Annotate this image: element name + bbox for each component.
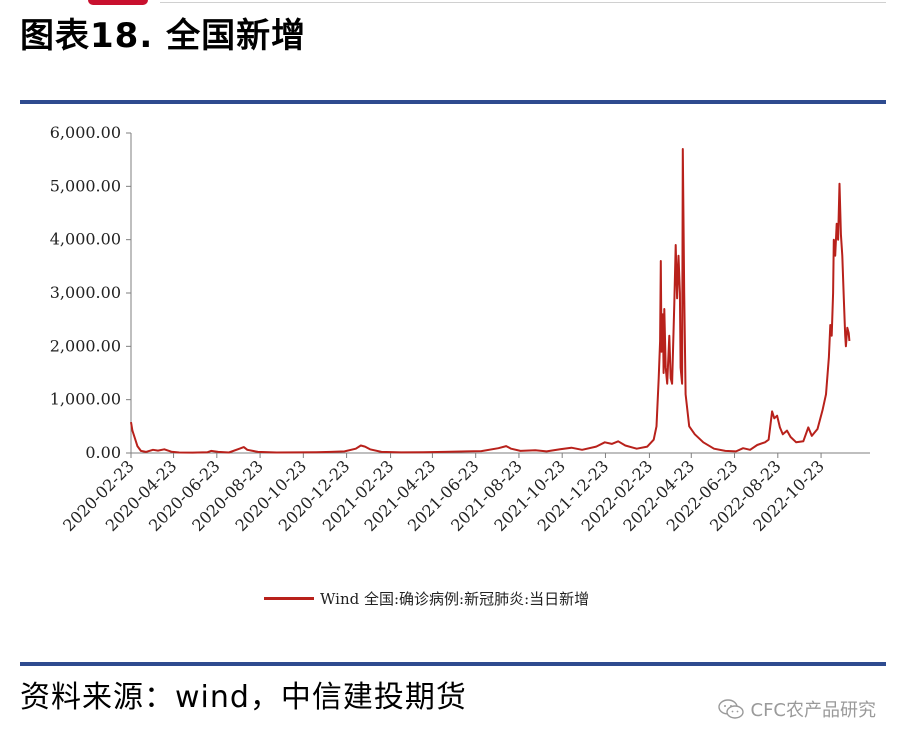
legend[interactable]: Wind 全国:确诊病例:新冠肺炎:当日新增 <box>264 588 589 609</box>
wechat-icon <box>717 699 744 719</box>
y-tick-label: 1,000.00 <box>50 390 121 409</box>
series-line <box>130 148 851 454</box>
y-tick-label: 0.00 <box>85 443 121 462</box>
figure-title: 图表18. 全国新增 <box>20 16 307 56</box>
watermark-text: CFC农产品研究 <box>750 700 877 721</box>
y-tick-label: 6,000.00 <box>50 123 121 142</box>
top-hairline <box>160 2 886 3</box>
source-note: 资料来源：wind，中信建投期货 <box>20 680 467 715</box>
y-tick-label: 5,000.00 <box>50 176 121 195</box>
y-tick-label: 3,000.00 <box>50 283 121 302</box>
legend-swatch <box>264 597 314 600</box>
y-tick-label: 2,000.00 <box>50 336 121 355</box>
source-rule <box>20 662 886 666</box>
line-chart: 0.00 1,000.00 2,000.00 3,000.00 4,000.00 5,00… <box>50 123 870 535</box>
title-rule <box>20 100 886 104</box>
watermark: CFC农产品研究 <box>717 696 877 722</box>
chart-area: 0.00 1,000.00 2,000.00 3,000.00 4,000.00 5,00… <box>20 110 886 655</box>
y-tick-label: 4,000.00 <box>50 230 121 249</box>
top-accent-bar <box>88 0 148 5</box>
legend-label: Wind 全国:确诊病例:新冠肺炎:当日新增 <box>320 590 590 608</box>
